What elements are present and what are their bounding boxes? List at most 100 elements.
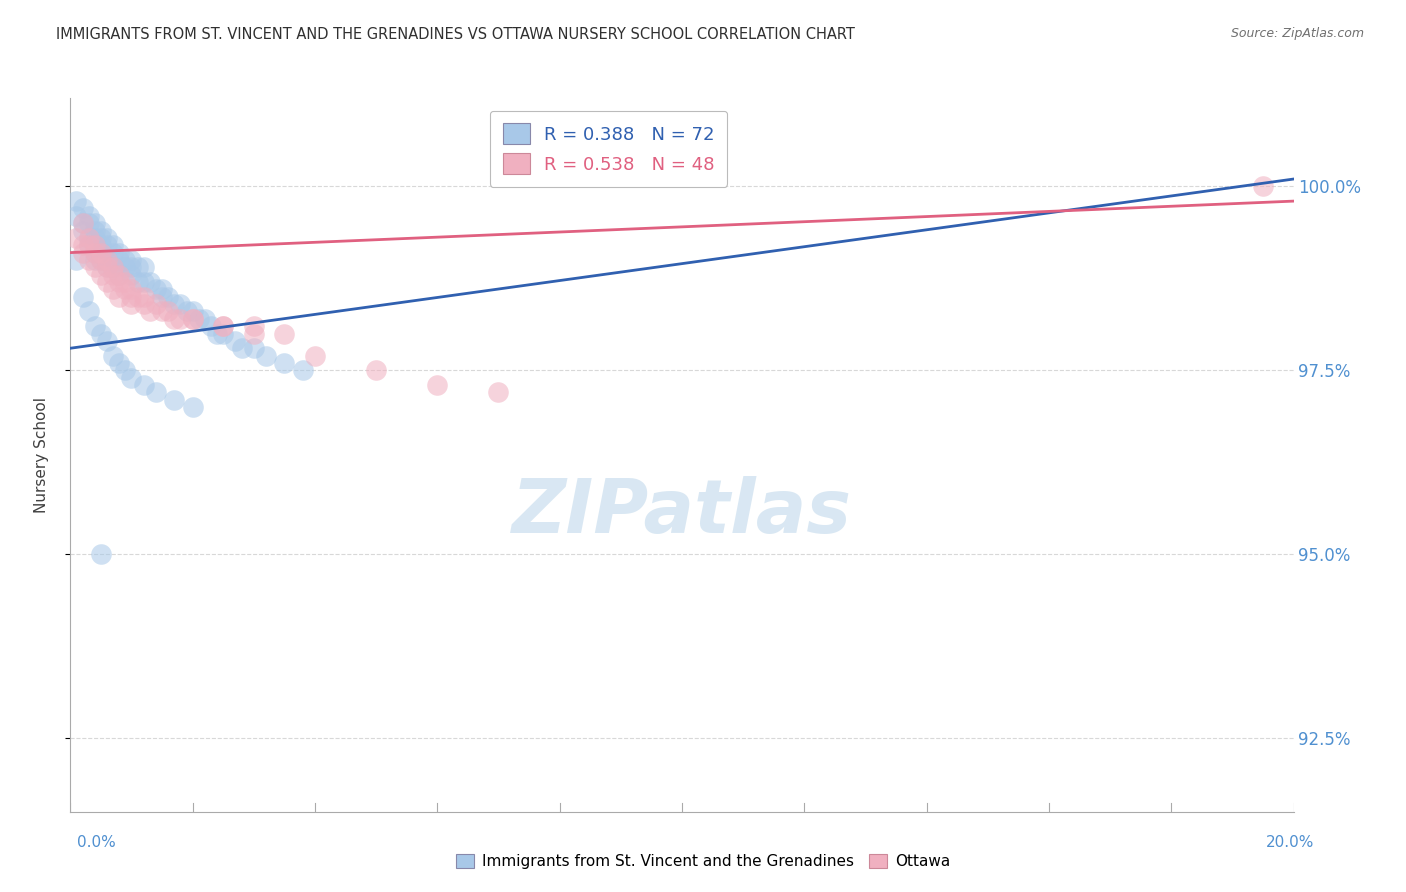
Point	[127, 290, 149, 304]
Point	[96, 260, 118, 275]
Point	[273, 356, 295, 370]
Point	[243, 319, 266, 334]
Point	[181, 311, 204, 326]
Point	[243, 341, 266, 355]
Point	[72, 202, 94, 216]
Point	[96, 252, 118, 267]
Point	[108, 290, 131, 304]
Point	[243, 326, 266, 341]
Point	[121, 297, 143, 311]
Point	[145, 282, 167, 296]
Point	[90, 231, 112, 245]
Point	[77, 231, 100, 245]
Point	[181, 311, 204, 326]
Point	[101, 349, 124, 363]
Point	[83, 319, 105, 334]
Point	[488, 385, 510, 400]
Point	[157, 304, 180, 318]
Text: IMMIGRANTS FROM ST. VINCENT AND THE GRENADINES VS OTTAWA NURSERY SCHOOL CORRELAT: IMMIGRANTS FROM ST. VINCENT AND THE GREN…	[56, 27, 855, 42]
Point	[65, 194, 87, 208]
Point	[169, 311, 191, 326]
Point	[77, 252, 100, 267]
Point	[145, 297, 167, 311]
Point	[108, 356, 131, 370]
Point	[83, 260, 105, 275]
Point	[224, 334, 246, 348]
Point	[132, 290, 155, 304]
Point	[273, 326, 295, 341]
Point	[132, 297, 155, 311]
Point	[121, 290, 143, 304]
Point	[187, 311, 209, 326]
Point	[121, 260, 143, 275]
Point	[145, 385, 167, 400]
Point	[426, 378, 449, 392]
Point	[83, 245, 105, 260]
Point	[181, 304, 204, 318]
Point	[212, 319, 235, 334]
Point	[163, 297, 186, 311]
Point	[72, 216, 94, 230]
Point	[200, 319, 222, 334]
Point	[121, 268, 143, 282]
Point	[101, 260, 124, 275]
Point	[108, 268, 131, 282]
Point	[304, 349, 326, 363]
Point	[108, 275, 131, 289]
Point	[157, 290, 180, 304]
Point	[90, 547, 112, 561]
Text: 20.0%: 20.0%	[1267, 836, 1315, 850]
Point	[101, 268, 124, 282]
Point	[132, 260, 155, 275]
Point	[65, 209, 87, 223]
Point	[77, 238, 100, 252]
Point	[150, 282, 173, 296]
Point	[65, 231, 87, 245]
Point	[1251, 179, 1274, 194]
Point	[121, 282, 143, 296]
Point	[83, 231, 105, 245]
Point	[114, 252, 136, 267]
Point	[121, 370, 143, 384]
Point	[72, 238, 94, 252]
Point	[72, 216, 94, 230]
Legend: R = 0.388   N = 72, R = 0.538   N = 48: R = 0.388 N = 72, R = 0.538 N = 48	[489, 111, 727, 186]
Point	[194, 311, 217, 326]
Point	[114, 260, 136, 275]
Point	[114, 275, 136, 289]
Point	[77, 238, 100, 252]
Point	[72, 290, 94, 304]
Point	[132, 275, 155, 289]
Point	[90, 252, 112, 267]
Point	[291, 363, 314, 377]
Point	[101, 282, 124, 296]
Point	[72, 223, 94, 237]
Point	[114, 282, 136, 296]
Point	[121, 252, 143, 267]
Point	[169, 297, 191, 311]
Point	[101, 260, 124, 275]
Point	[77, 209, 100, 223]
Point	[96, 252, 118, 267]
Point	[163, 311, 186, 326]
Point	[90, 268, 112, 282]
Point	[254, 349, 277, 363]
Point	[90, 238, 112, 252]
Point	[108, 268, 131, 282]
Text: Source: ZipAtlas.com: Source: ZipAtlas.com	[1230, 27, 1364, 40]
Point	[83, 216, 105, 230]
Point	[77, 231, 100, 245]
Text: 0.0%: 0.0%	[77, 836, 117, 850]
Point	[176, 304, 198, 318]
Point	[127, 275, 149, 289]
Legend: Immigrants from St. Vincent and the Grenadines, Ottawa: Immigrants from St. Vincent and the Gren…	[450, 848, 956, 875]
Point	[96, 238, 118, 252]
Point	[101, 238, 124, 252]
Point	[65, 252, 87, 267]
Point	[366, 363, 388, 377]
Point	[83, 223, 105, 237]
Point	[231, 341, 253, 355]
Point	[163, 392, 186, 407]
Point	[90, 223, 112, 237]
Point	[139, 304, 162, 318]
